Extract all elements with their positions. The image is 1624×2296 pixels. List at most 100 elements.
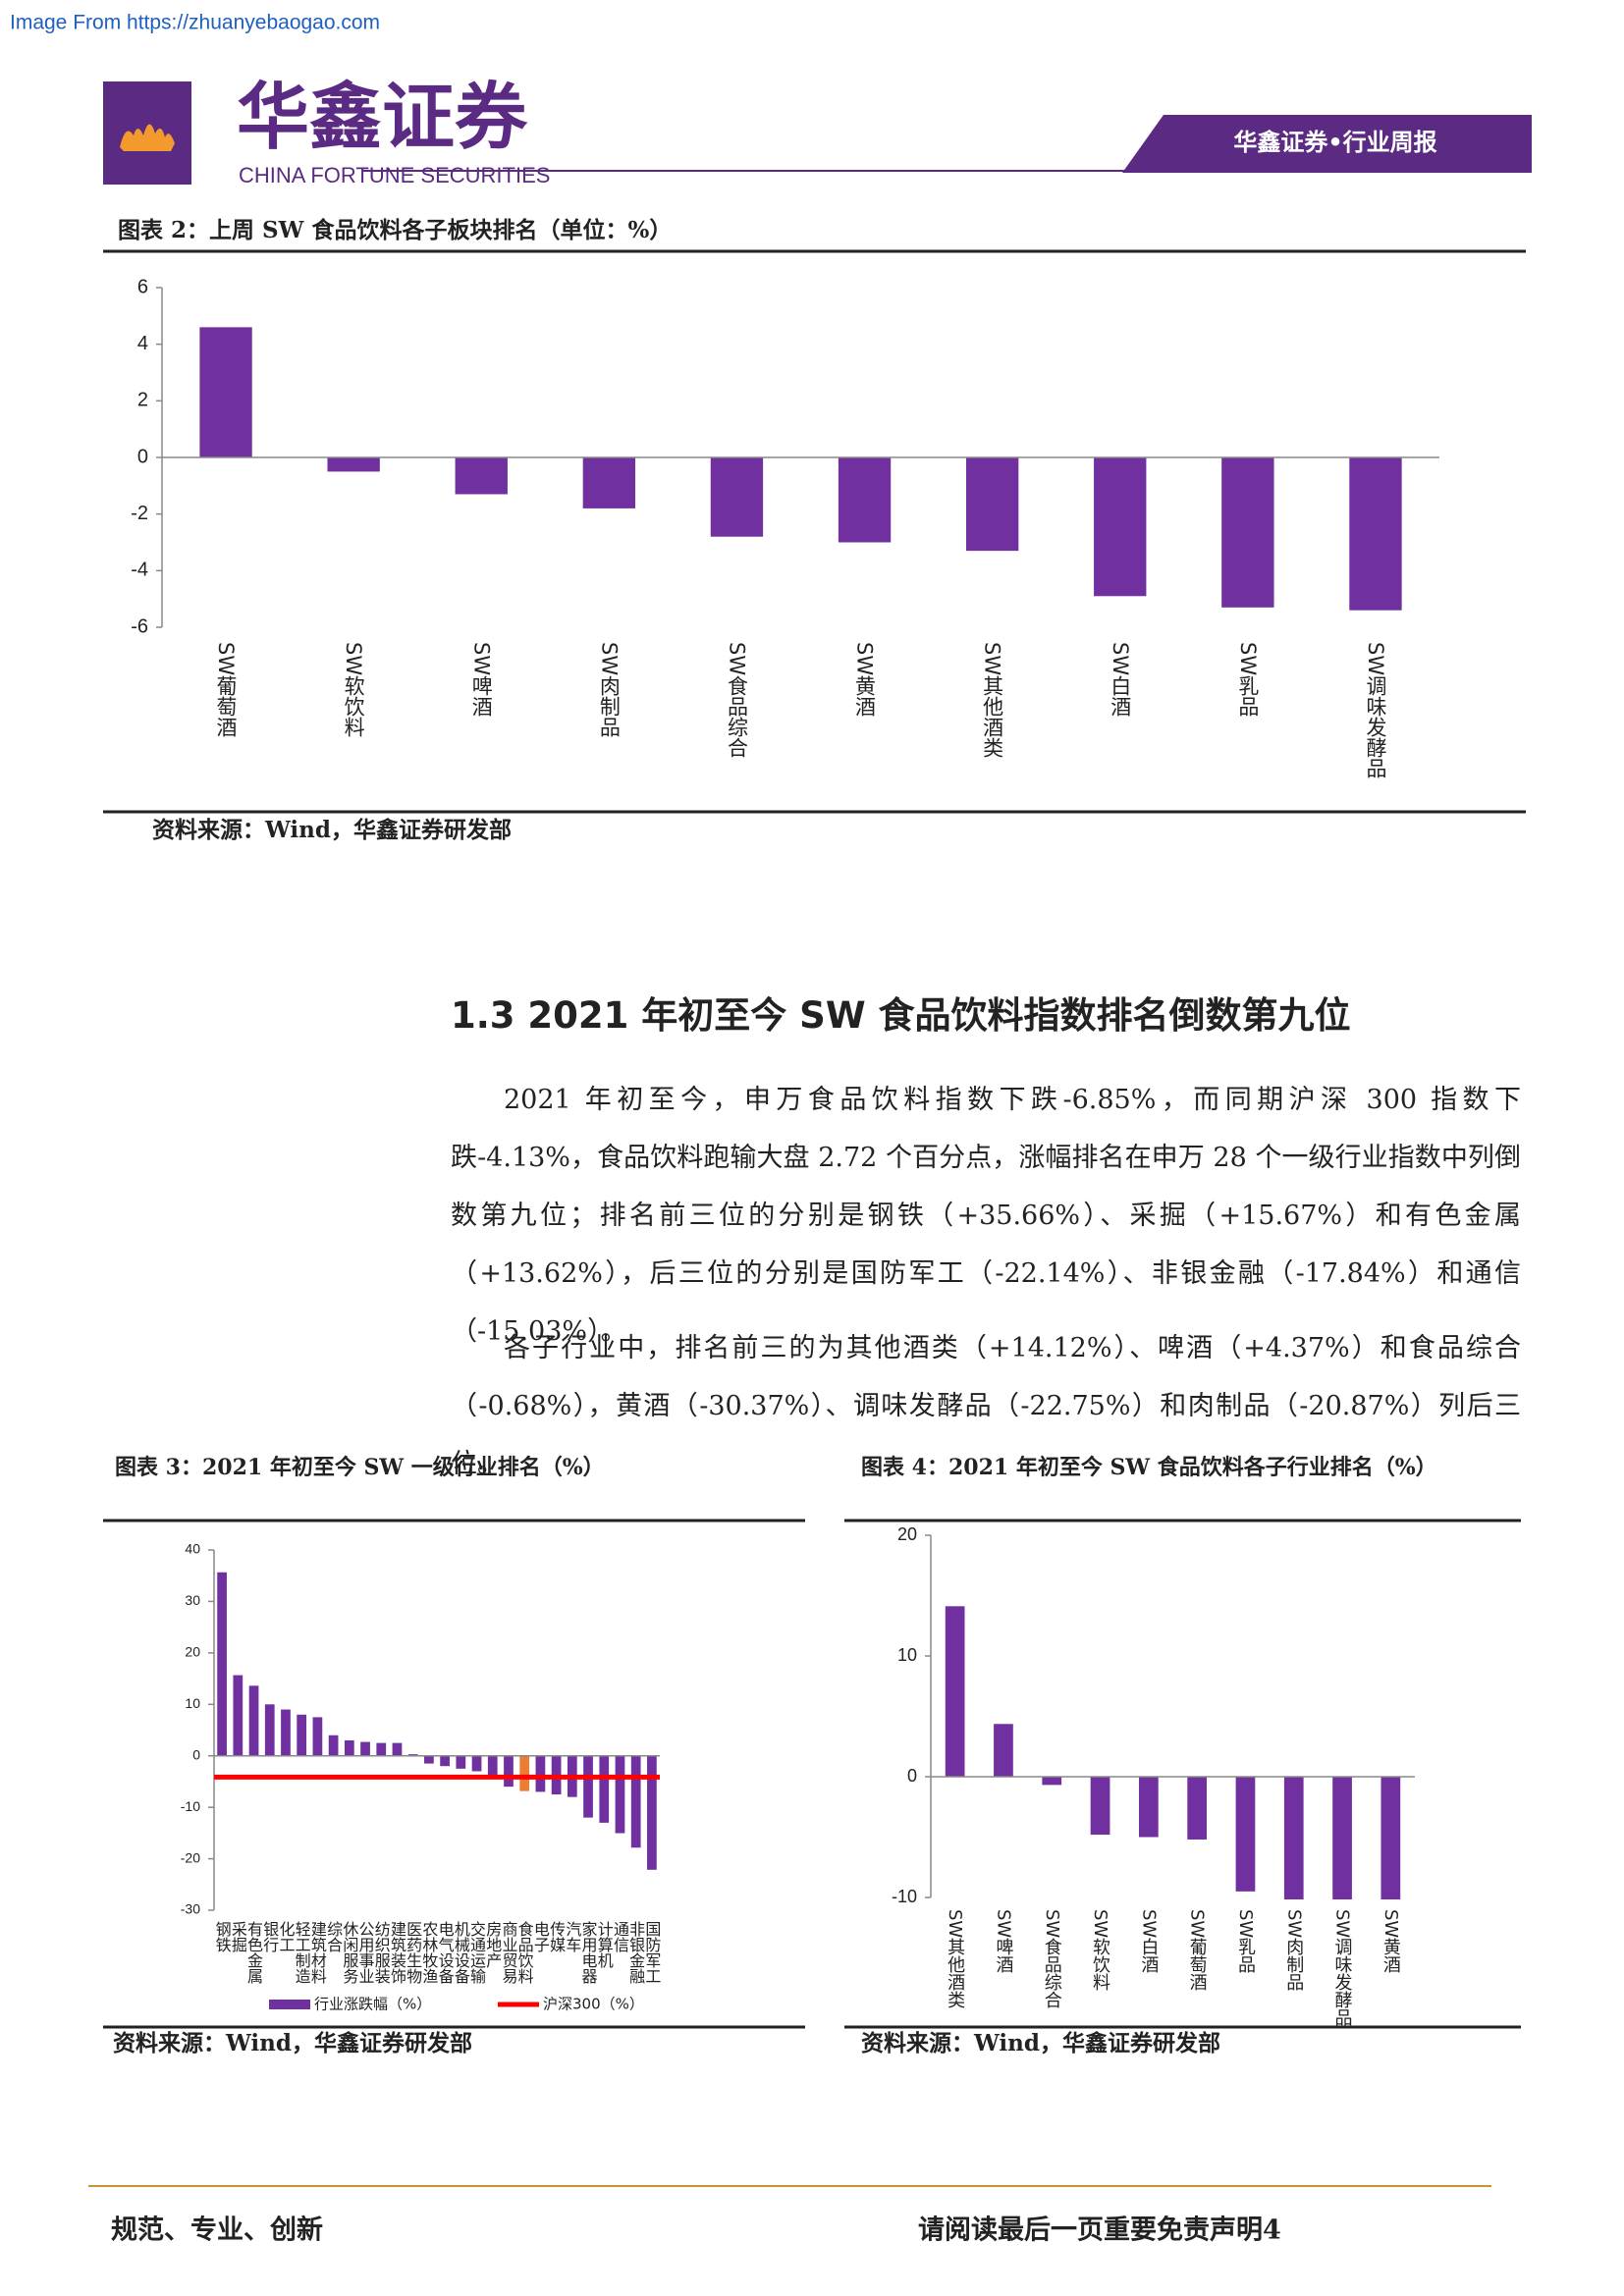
bar bbox=[199, 327, 252, 457]
bar bbox=[647, 1755, 657, 1870]
bar bbox=[1349, 457, 1402, 611]
figure-title: 图表 2：上周 SW 食品饮料各子板块排名（单位：%） bbox=[118, 217, 672, 243]
x-tick-label: SW食品综合 bbox=[1042, 1909, 1062, 2008]
bar bbox=[248, 1685, 259, 1756]
bars bbox=[217, 1572, 657, 1870]
bar bbox=[1221, 457, 1274, 608]
x-tick-label: SW白酒 bbox=[1109, 642, 1132, 718]
banner-text: 华鑫证券•行业周报 bbox=[1233, 129, 1436, 156]
footer-right: 请阅读最后一页重要免责声明4 bbox=[918, 2216, 1281, 2246]
bar bbox=[1187, 1777, 1208, 1840]
x-tick-label: SW调味发酵品 bbox=[1364, 642, 1387, 779]
paragraph: 2021 年初至今，申万食品饮料指数下跌-6.85%，而同期沪深 300 指数下… bbox=[451, 1085, 1521, 1347]
source-note: Image From https://zhuanyebaogao.com bbox=[10, 12, 380, 34]
x-tick-label: SW软饮料 bbox=[1090, 1909, 1110, 1991]
y-tick-label: 4 bbox=[137, 333, 148, 354]
x-tick-label: 建筑材料 bbox=[308, 1921, 327, 1984]
bar bbox=[965, 457, 1019, 552]
x-tick-label: 轻工制造 bbox=[293, 1921, 311, 1984]
y-tick-label: -30 bbox=[181, 1901, 200, 1917]
bars bbox=[199, 327, 1402, 611]
x-tick-label: 食品饮料 bbox=[515, 1921, 534, 1984]
bar bbox=[407, 1754, 418, 1756]
x-tick-label: 建筑装饰 bbox=[388, 1921, 406, 1984]
figure-source: 资料来源：Wind，华鑫证券研发部 bbox=[113, 2030, 472, 2056]
x-tick-label: SW调味发酵品 bbox=[1332, 1909, 1353, 2026]
x-tick-label: SW乳品 bbox=[1236, 642, 1260, 718]
x-tick-label: SW乳品 bbox=[1235, 1909, 1256, 1973]
x-tick-label: 钢铁 bbox=[213, 1921, 232, 1952]
y-tick-label: 40 bbox=[185, 1541, 200, 1557]
x-tick-label: 交通运输 bbox=[467, 1921, 486, 1984]
y-tick-label: 0 bbox=[192, 1746, 200, 1762]
x-tick-label: 医药生物 bbox=[404, 1921, 422, 1985]
bar bbox=[582, 457, 636, 508]
x-tick-label: 公用事业 bbox=[356, 1921, 375, 1984]
bar bbox=[1090, 1777, 1110, 1836]
bar bbox=[994, 1724, 1013, 1777]
bar bbox=[440, 1755, 450, 1767]
x-tick-label: 电气设备 bbox=[436, 1921, 455, 1984]
section-heading: 1.3 2021 年初至今 SW 食品饮料指数排名倒数第九位 bbox=[451, 994, 1351, 1037]
x-tick-label: 综合 bbox=[324, 1921, 343, 1952]
bar bbox=[471, 1755, 482, 1772]
bar bbox=[1283, 1777, 1304, 1899]
x-tick-label: 休闲服务 bbox=[340, 1921, 358, 1985]
x-tick-label: SW其他酒类 bbox=[945, 1909, 965, 2008]
x-tick-label: 机械设备 bbox=[452, 1921, 470, 1984]
bar bbox=[1380, 1777, 1401, 1899]
paragraph: 各子行业中，排名前三的为其他酒类（+14.12%）、啤酒（+4.37%）和食品综… bbox=[451, 1333, 1521, 1479]
x-tick-label: 通信 bbox=[611, 1921, 629, 1952]
logo-icon bbox=[120, 124, 175, 151]
bar bbox=[327, 457, 380, 472]
bar bbox=[487, 1755, 498, 1780]
x-tick-label: SW其他酒类 bbox=[981, 642, 1004, 759]
y-tick-label: 10 bbox=[185, 1695, 200, 1711]
x-tick-label: 银行 bbox=[260, 1921, 279, 1953]
x-tick-label: 汽车 bbox=[563, 1921, 581, 1952]
footer-left: 规范、专业、创新 bbox=[111, 2215, 323, 2246]
bar bbox=[312, 1717, 323, 1756]
x-tick-label: 非银金融 bbox=[626, 1921, 645, 1985]
figure-title: 图表 3：2021 年初至今 SW 一级行业排名（%） bbox=[115, 1455, 605, 1480]
bar bbox=[217, 1572, 227, 1756]
bar bbox=[424, 1755, 434, 1764]
x-tick-label: SW肉制品 bbox=[597, 642, 621, 738]
bar bbox=[838, 457, 892, 543]
x-tick-label: 有色金属 bbox=[244, 1921, 263, 1984]
legend-label: 行业涨跌幅（%） bbox=[314, 1996, 431, 2013]
y-tick-label: 10 bbox=[897, 1645, 917, 1665]
x-tick-label: SW肉制品 bbox=[1283, 1909, 1304, 1991]
bar bbox=[1138, 1777, 1159, 1838]
x-tick-label: 家用电器 bbox=[579, 1921, 598, 1984]
x-tick-label: SW食品综合 bbox=[725, 642, 748, 759]
x-tick-label: 传媒 bbox=[547, 1921, 566, 1952]
x-tick-label: SW软饮料 bbox=[342, 642, 365, 738]
bar bbox=[583, 1755, 593, 1818]
bar bbox=[456, 1755, 466, 1769]
x-tick-label: 农林牧渔 bbox=[419, 1921, 438, 1984]
bar bbox=[504, 1755, 514, 1788]
bar bbox=[945, 1606, 965, 1777]
y-tick-label: -6 bbox=[131, 615, 148, 637]
bar bbox=[1042, 1777, 1062, 1786]
bar bbox=[1235, 1777, 1256, 1892]
bar bbox=[1332, 1777, 1352, 1899]
y-tick-label: -2 bbox=[131, 503, 148, 524]
bar bbox=[519, 1755, 530, 1791]
x-tick-label: SW葡萄酒 bbox=[1187, 1909, 1208, 1991]
y-tick-label: 0 bbox=[907, 1766, 917, 1786]
y-tick-label: -4 bbox=[131, 560, 148, 581]
y-tick-label: 6 bbox=[137, 276, 148, 297]
x-tick-label: 纺织服装 bbox=[372, 1921, 391, 1984]
bar bbox=[233, 1675, 244, 1756]
y-tick-label: -10 bbox=[892, 1887, 917, 1906]
bar bbox=[328, 1735, 339, 1756]
x-tick-label: 国防军工 bbox=[642, 1921, 661, 1984]
x-tick-label: SW啤酒 bbox=[469, 642, 493, 718]
y-tick-label: 20 bbox=[897, 1524, 917, 1544]
y-tick-label: 20 bbox=[185, 1644, 200, 1660]
logo-text: 华鑫证券 bbox=[237, 76, 528, 160]
